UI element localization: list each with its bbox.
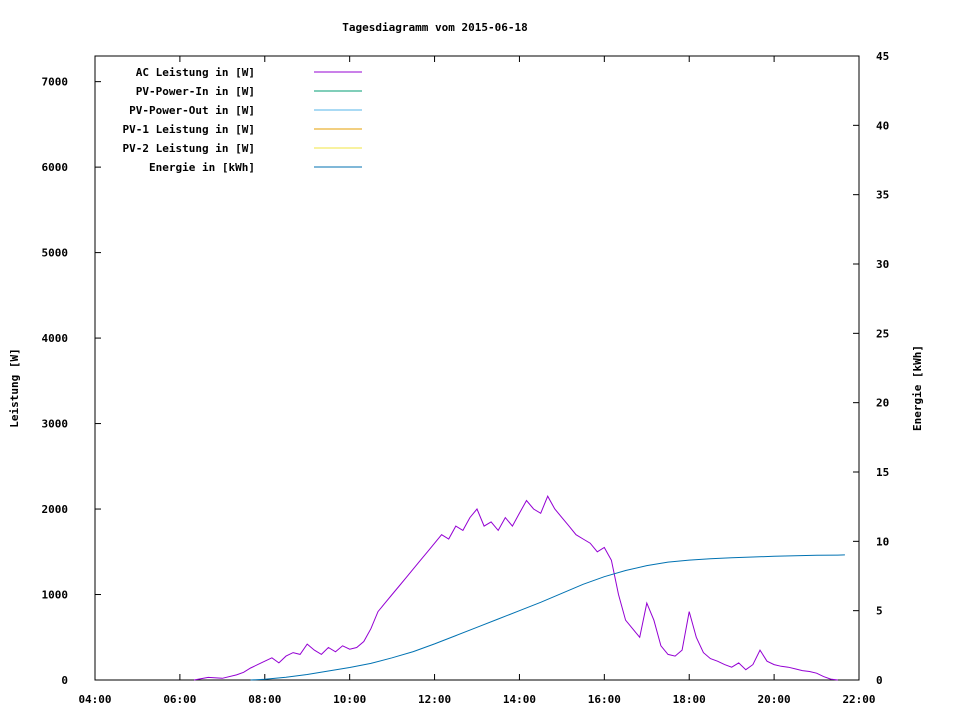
x-tick-label: 12:00 [418, 693, 451, 706]
y2-tick-label: 45 [876, 50, 889, 63]
y-tick-label: 4000 [42, 332, 69, 345]
x-axis: 04:00 06:00 08:00 10:00 12:00 14:00 16:00 18:00… [78, 56, 876, 706]
y2-tick-label: 0 [876, 674, 883, 687]
y-axis-label: Leistung [W] [8, 348, 21, 427]
legend-label: Energie in [kWh] [149, 161, 255, 174]
legend-label: PV-1 Leistung in [W] [123, 123, 255, 136]
y2-tick-label: 20 [876, 397, 889, 410]
y-axis-left: 0 1000 2000 3000 4000 5000 6000 7000 [42, 76, 101, 687]
x-tick-label: 16:00 [588, 693, 621, 706]
y2-tick-label: 35 [876, 189, 889, 202]
x-tick-label: 10:00 [333, 693, 366, 706]
legend-label: PV-Power-Out in [W] [129, 104, 255, 117]
x-tick-label: 14:00 [503, 693, 536, 706]
y2-tick-label: 15 [876, 466, 889, 479]
y2-tick-label: 40 [876, 119, 889, 132]
y-tick-label: 6000 [42, 161, 69, 174]
legend-label: PV-Power-In in [W] [136, 85, 255, 98]
y-tick-label: 7000 [42, 76, 69, 89]
y-tick-label: 3000 [42, 418, 69, 431]
x-tick-label: 20:00 [758, 693, 791, 706]
x-tick-label: 06:00 [163, 693, 196, 706]
y-tick-label: 1000 [42, 589, 69, 602]
x-tick-label: 04:00 [78, 693, 111, 706]
plot-area [94, 55, 860, 681]
y2-tick-label: 5 [876, 605, 883, 618]
y-axis-right: 0 5 10 15 20 25 30 35 40 45 [853, 50, 889, 687]
legend: AC Leistung in [W] PV-Power-In in [W] PV-P… [123, 66, 362, 174]
x-tick-label: 08:00 [248, 693, 281, 706]
series-line-0 [193, 495, 838, 681]
y2-axis-label: Energie [kWh] [911, 345, 924, 431]
y2-tick-label: 25 [876, 327, 889, 340]
series-line-5 [250, 554, 845, 681]
y-tick-label: 5000 [42, 247, 69, 260]
chart-title: Tagesdiagramm vom 2015-06-18 [342, 21, 527, 34]
y-tick-label: 2000 [42, 503, 69, 516]
y-tick-label: 0 [61, 674, 68, 687]
x-tick-label: 22:00 [842, 693, 875, 706]
legend-label: PV-2 Leistung in [W] [123, 142, 255, 155]
y2-tick-label: 30 [876, 258, 889, 271]
y2-tick-label: 10 [876, 535, 889, 548]
x-tick-label: 18:00 [673, 693, 706, 706]
legend-label: AC Leistung in [W] [136, 66, 255, 79]
series-layer [193, 495, 845, 681]
